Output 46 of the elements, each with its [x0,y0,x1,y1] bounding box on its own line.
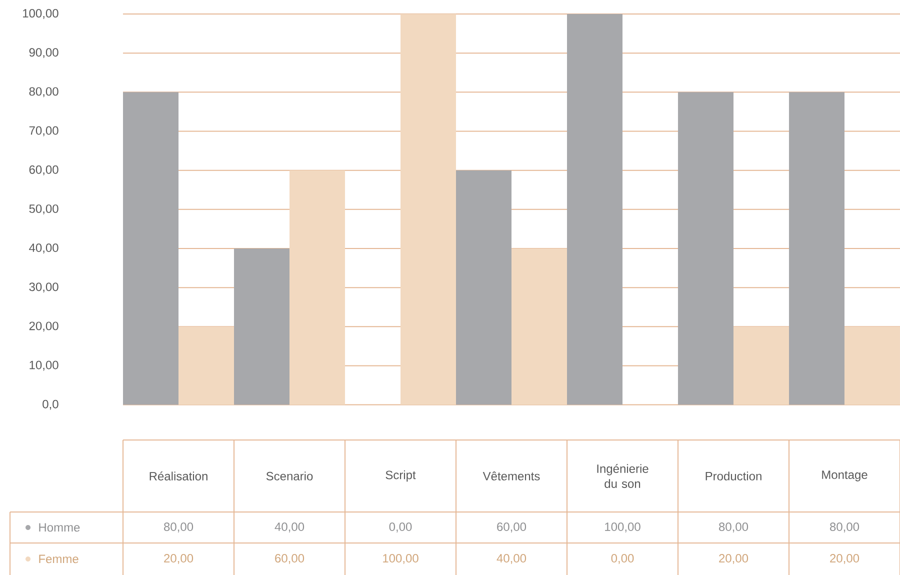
bar [400,14,456,405]
x-tick-label: Script [386,470,416,482]
bar [844,326,900,405]
y-tick-label: 100,00 [23,9,58,19]
data-label: 20,00 [719,554,748,564]
data-label: 60,00 [275,554,304,564]
y-tick-label: 90,00 [29,48,58,58]
bar [733,326,789,405]
y-tick-label: 80,00 [29,87,58,98]
bar [678,92,734,405]
bar [290,170,345,405]
data-label: 0,00 [611,554,634,564]
data-label: 100,00 [605,522,640,532]
bar [788,92,844,405]
bar [123,92,179,405]
data-label: 100,00 [383,554,418,564]
bar [234,248,290,405]
data-label: 60,00 [497,522,526,532]
y-tick-label: 20,00 [29,322,58,332]
x-tick-label: Vêtements [482,472,540,480]
x-tick-label: Scenario [266,472,313,480]
y-tick-label: 70,00 [29,126,58,136]
bar [512,248,567,405]
bar [178,326,234,405]
bar [566,14,622,405]
data-label: 0,00 [389,522,412,532]
data-label: 80,00 [830,522,860,532]
bar [456,170,512,405]
y-tick-label: 50,00 [29,204,58,214]
y-tick-label: 40,00 [29,244,58,254]
data-label: 20,00 [164,554,194,564]
y-tick-label: 10,00 [30,360,58,371]
x-tick-label: Production [706,472,762,480]
data-label: 40,00 [496,554,526,564]
data-label: 40,00 [274,522,304,532]
data-label: 80,00 [719,522,748,532]
x-tick-label: Ingénierie du son [597,464,648,488]
y-tick-label: 0,0 [42,400,58,410]
y-tick-label: 60,00 [29,165,58,176]
x-tick-label: Montage [822,470,868,482]
legend-label: Femme [39,554,78,564]
y-tick-label: 30,00 [29,282,58,293]
x-tick-label: Réalisation [150,472,208,480]
data-label: 80,00 [164,522,194,532]
data-label: 20,00 [830,554,860,564]
legend-label: Homme [39,523,80,532]
